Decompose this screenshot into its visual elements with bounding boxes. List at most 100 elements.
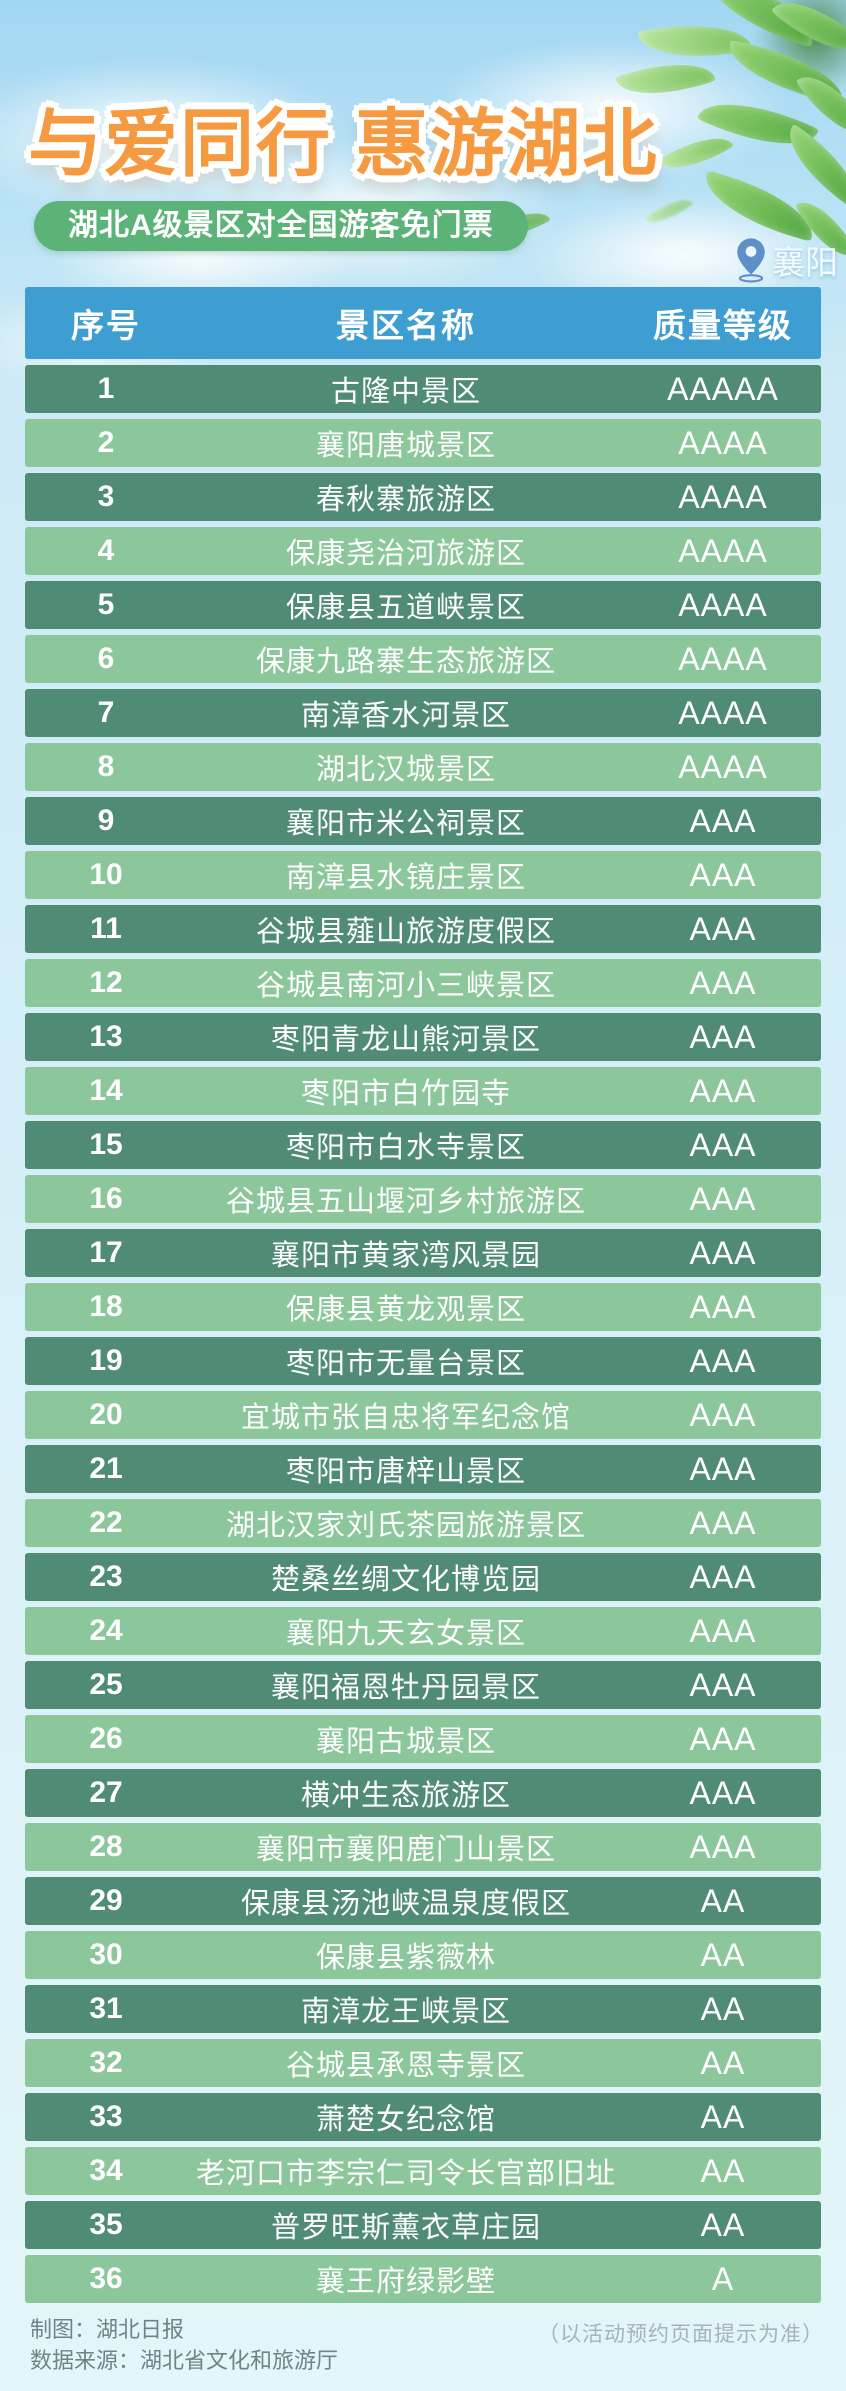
table-row: 13 枣阳青龙山熊河景区 AAA [25, 1013, 821, 1061]
row-index: 26 [89, 1722, 123, 1755]
row-index: 9 [97, 804, 115, 837]
row-name: 襄阳古城景区 [315, 1726, 496, 1758]
row-grade: AA [700, 2152, 746, 2189]
row-name: 襄王府绿影壁 [315, 2266, 496, 2298]
row-grade: AAA [689, 964, 757, 1001]
table-row: 17 襄阳市黄家湾风景园 AAA [25, 1229, 821, 1277]
table-row: 11 谷城县薤山旅游度假区 AAA [25, 905, 821, 953]
header-grade: 质量等级 [653, 307, 793, 344]
row-name: 萧楚女纪念馆 [315, 2104, 496, 2136]
table-row: 34 老河口市李宗仁司令长官部旧址 AA [25, 2147, 821, 2195]
row-name: 襄阳九天玄女景区 [285, 1618, 526, 1650]
row-name: 楚桑丝绸文化博览园 [270, 1564, 541, 1596]
row-grade: AAAA [678, 532, 768, 569]
row-grade: AAA [689, 1396, 757, 1433]
row-name: 谷城县薤山旅游度假区 [255, 916, 556, 948]
row-name: 湖北汉城景区 [315, 754, 496, 786]
row-index: 23 [89, 1560, 123, 1593]
row-name: 老河口市李宗仁司令长官部旧址 [195, 2158, 616, 2190]
row-index: 18 [89, 1290, 123, 1323]
row-index: 16 [89, 1182, 123, 1215]
row-name: 南漳香水河景区 [300, 700, 511, 732]
row-name: 保康县五道峡景区 [285, 592, 526, 624]
row-grade: AAA [689, 1072, 757, 1109]
table-row: 7 南漳香水河景区 AAAA [25, 689, 821, 737]
row-index: 21 [89, 1452, 123, 1485]
row-name: 谷城县五山堰河乡村旅游区 [225, 1186, 586, 1218]
table-row: 8 湖北汉城景区 AAAA [25, 743, 821, 791]
table-row: 20 宜城市张自忠将军纪念馆 AAA [25, 1391, 821, 1439]
subtitle-banner: 湖北A级景区对全国游客免门票 [34, 201, 528, 251]
row-grade: AAA [689, 1828, 757, 1865]
scenic-area-table: 序号 景区名称 质量等级 1 古隆中景区 AAAAA 2 襄阳唐城景区 AAAA 3 春秋寨旅… [25, 287, 821, 2303]
row-grade: AAA [689, 1018, 757, 1055]
table-row: 19 枣阳市无量台景区 AAA [25, 1337, 821, 1385]
row-name: 普罗旺斯薰衣草庄园 [270, 2212, 541, 2244]
row-index: 12 [89, 966, 123, 999]
row-index: 3 [97, 480, 115, 513]
table-row: 24 襄阳九天玄女景区 AAA [25, 1607, 821, 1655]
row-grade: AAAAA [667, 370, 779, 407]
row-grade: AAA [689, 802, 757, 839]
row-grade: AA [700, 2206, 746, 2243]
table-row: 31 南漳龙王峡景区 AA [25, 1985, 821, 2033]
row-name: 谷城县南河小三峡景区 [255, 970, 556, 1002]
location-pin-icon [737, 238, 765, 283]
row-name: 襄阳唐城景区 [315, 430, 496, 462]
poster-title: 与爱同行 惠游湖北 [28, 102, 659, 185]
row-index: 6 [97, 642, 115, 675]
row-index: 13 [89, 1020, 123, 1053]
row-name: 襄阳市黄家湾风景园 [270, 1240, 541, 1272]
row-grade: AAA [689, 1558, 757, 1595]
location-badge: 襄阳 [734, 236, 838, 284]
row-name: 春秋寨旅游区 [315, 484, 496, 516]
row-index: 24 [89, 1614, 123, 1647]
location-label: 襄阳 [772, 244, 838, 281]
row-grade: AAAA [678, 478, 768, 515]
row-index: 36 [89, 2262, 123, 2295]
table-row: 35 普罗旺斯薰衣草庄园 AA [25, 2201, 821, 2249]
row-grade: AAA [689, 1126, 757, 1163]
row-index: 29 [89, 1884, 123, 1917]
row-index: 32 [89, 2046, 123, 2079]
row-name: 襄阳福恩牡丹园景区 [270, 1672, 541, 1704]
row-name: 南漳龙王峡景区 [300, 1996, 511, 2028]
row-index: 22 [89, 1506, 123, 1539]
row-name: 横冲生态旅游区 [300, 1780, 511, 1812]
table-row: 28 襄阳市襄阳鹿门山景区 AAA [25, 1823, 821, 1871]
row-name: 襄阳市米公祠景区 [285, 808, 526, 840]
row-grade: AAAA [678, 424, 768, 461]
row-name: 保康尧治河旅游区 [285, 538, 526, 570]
row-grade: AAA [689, 910, 757, 947]
row-grade: AAA [689, 1288, 757, 1325]
row-grade: AA [700, 2044, 746, 2081]
row-grade: AAA [689, 1504, 757, 1541]
table-row: 33 萧楚女纪念馆 AA [25, 2093, 821, 2141]
table-body: 1 古隆中景区 AAAAA 2 襄阳唐城景区 AAAA 3 春秋寨旅游区 AAAA 4 保康尧治河旅… [25, 365, 821, 2303]
table-row: 36 襄王府绿影壁 A [25, 2255, 821, 2303]
row-grade: AAA [689, 1180, 757, 1217]
row-grade: AA [700, 1936, 746, 1973]
footer: 制图：湖北日报 数据来源：湖北省文化和旅游厅 [30, 2314, 338, 2376]
row-index: 2 [97, 426, 115, 459]
header-name: 景区名称 [336, 307, 476, 344]
table-row: 26 襄阳古城景区 AAA [25, 1715, 821, 1763]
table-row: 6 保康九路寨生态旅游区 AAAA [25, 635, 821, 683]
row-name: 枣阳青龙山熊河景区 [270, 1024, 541, 1056]
row-grade: AAA [689, 1774, 757, 1811]
table-row: 1 古隆中景区 AAAAA [25, 365, 821, 413]
table-row: 10 南漳县水镜庄景区 AAA [25, 851, 821, 899]
row-grade: AA [700, 1882, 746, 1919]
row-grade: AA [700, 2098, 746, 2135]
row-grade: AAAA [678, 748, 768, 785]
row-grade: AAA [689, 1342, 757, 1379]
header-index: 序号 [71, 307, 141, 344]
row-name: 南漳县水镜庄景区 [285, 862, 526, 894]
table-row: 22 湖北汉家刘氏茶园旅游景区 AAA [25, 1499, 821, 1547]
row-index: 28 [89, 1830, 123, 1863]
table-row: 27 横冲生态旅游区 AAA [25, 1769, 821, 1817]
row-grade: AAA [689, 1720, 757, 1757]
table-row: 3 春秋寨旅游区 AAAA [25, 473, 821, 521]
table-row: 4 保康尧治河旅游区 AAAA [25, 527, 821, 575]
